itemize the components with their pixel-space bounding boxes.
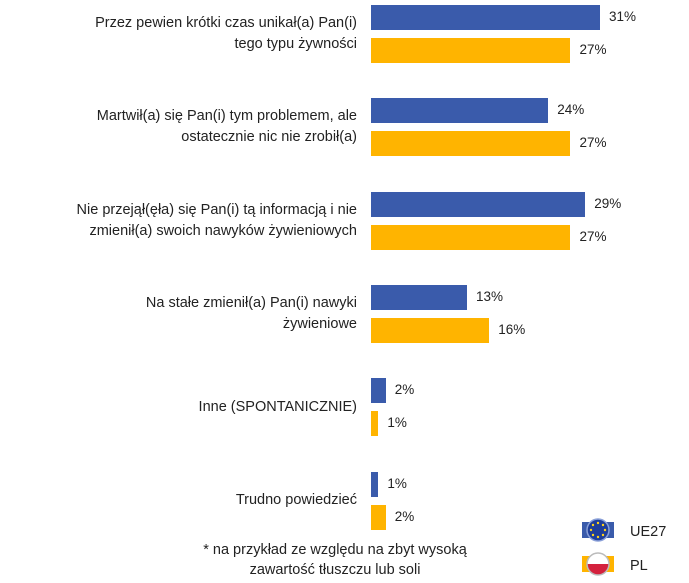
bar xyxy=(371,317,490,343)
bar xyxy=(371,471,379,497)
category-label: Inne (SPONTANICZNIE) xyxy=(198,398,357,415)
category-label: Na stałe zmienił(a) Pan(i) nawyki żywien… xyxy=(145,294,357,332)
value-label: 1% xyxy=(387,475,407,491)
legend-icons xyxy=(582,518,614,576)
value-label: 16% xyxy=(498,321,526,337)
value-label: 2% xyxy=(394,508,415,524)
bar xyxy=(371,5,600,30)
value-label: 27% xyxy=(579,135,607,151)
category-label: Trudno powiedzieć xyxy=(235,492,357,508)
category-label: Nie przejął(ęła) się Pan(i) tą informacj… xyxy=(76,201,357,239)
bar xyxy=(371,378,386,404)
bar xyxy=(371,224,571,250)
value-label: 27% xyxy=(579,228,607,244)
bar xyxy=(371,191,586,217)
legend-label: UE27 xyxy=(630,524,667,540)
bar xyxy=(371,504,386,530)
value-label: 13% xyxy=(476,288,504,304)
legend-label: PL xyxy=(630,558,648,574)
value-label: 1% xyxy=(387,415,407,431)
bar xyxy=(371,38,571,63)
value-label: 2% xyxy=(394,382,415,398)
bar xyxy=(371,131,571,157)
value-label: 24% xyxy=(557,102,585,118)
category-label: Przez pewien krótki czas unikał(a) Pan(i… xyxy=(95,15,357,52)
value-label: 31% xyxy=(609,9,637,24)
bar xyxy=(371,284,468,310)
bar xyxy=(371,411,379,437)
value-label: 27% xyxy=(579,42,607,57)
category-label: Martwił(a) się Pan(i) tym problemem, ale… xyxy=(96,108,357,146)
value-label: 29% xyxy=(594,195,622,211)
bar xyxy=(371,98,549,124)
footnote: * na przykład ze względu na zbyt wysoką … xyxy=(203,542,467,578)
